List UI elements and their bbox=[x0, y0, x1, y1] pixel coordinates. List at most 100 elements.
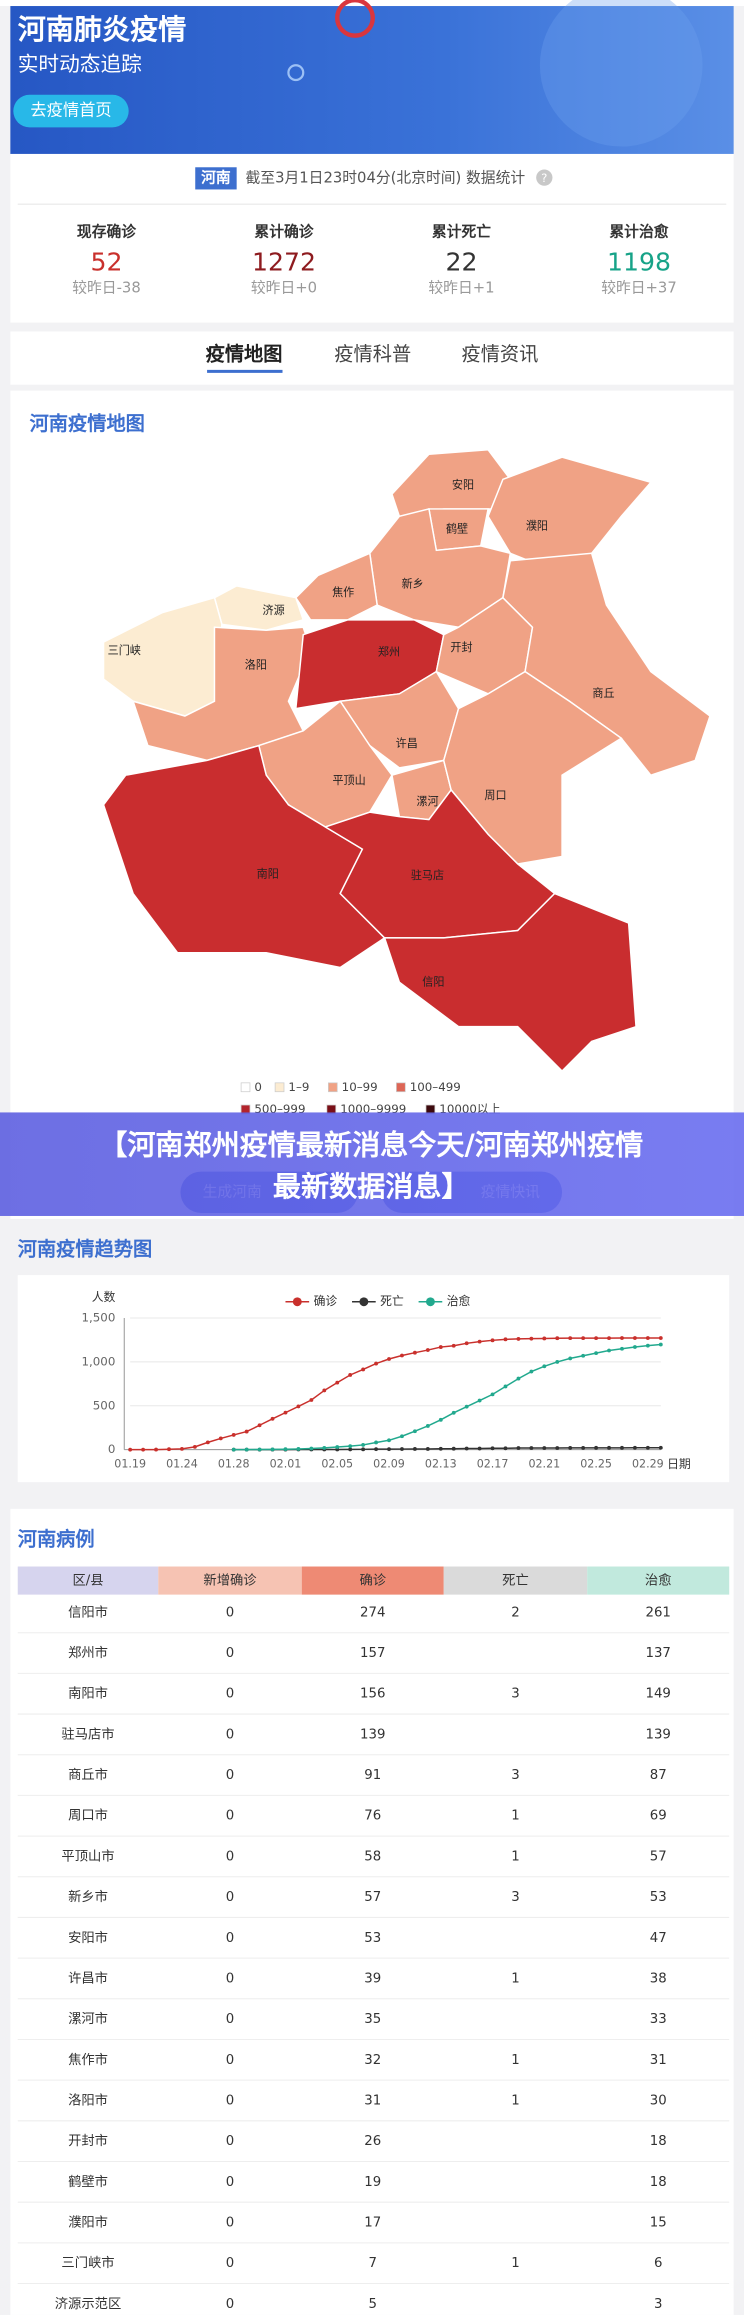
stat-change: 较昨日+0 bbox=[251, 279, 317, 297]
map-region[interactable] bbox=[383, 892, 637, 1073]
x-tick-label: 02.13 bbox=[425, 1457, 457, 1470]
table-cell: 0 bbox=[226, 2053, 234, 2068]
data-point bbox=[464, 1404, 469, 1409]
data-point bbox=[348, 1444, 353, 1449]
map-region-label: 许昌 bbox=[396, 737, 418, 750]
map-region[interactable] bbox=[442, 670, 623, 865]
data-point bbox=[425, 1447, 430, 1451]
map-region-label: 漯河 bbox=[416, 795, 438, 808]
map-region-label: 周口 bbox=[484, 789, 506, 802]
table-card bbox=[10, 1508, 734, 2315]
map-region-label: 新乡 bbox=[402, 576, 424, 590]
data-point bbox=[658, 1342, 663, 1347]
table-cell: 0 bbox=[226, 1890, 234, 1905]
x-tick-label: 01.28 bbox=[218, 1457, 250, 1470]
data-point bbox=[645, 1343, 650, 1348]
table-header-label: 新增确诊 bbox=[203, 1573, 257, 1589]
data-point bbox=[361, 1367, 366, 1372]
data-point bbox=[374, 1440, 378, 1445]
table-cell: 平顶山市 bbox=[61, 1847, 114, 1864]
data-point bbox=[490, 1392, 495, 1397]
y-tick-label: 0 bbox=[108, 1442, 116, 1456]
table-header-cell bbox=[158, 1566, 302, 1595]
tab[interactable]: 疫情地图 bbox=[206, 343, 283, 366]
headline-line: 最新数据消息】 bbox=[273, 1170, 470, 1203]
data-point bbox=[477, 1398, 482, 1403]
data-point bbox=[529, 1369, 534, 1374]
data-point bbox=[425, 1348, 430, 1352]
table-cell: 3 bbox=[654, 2297, 662, 2312]
home-button-label[interactable]: 去疫情首页 bbox=[30, 101, 111, 120]
map-region[interactable] bbox=[323, 788, 556, 939]
stat-label: 累计治愈 bbox=[609, 222, 668, 240]
stat-change: 较昨日+1 bbox=[428, 279, 494, 297]
table-cell: 济源示范区 bbox=[55, 2296, 121, 2312]
data-point bbox=[244, 1429, 249, 1434]
tab[interactable]: 疫情科普 bbox=[334, 343, 411, 366]
x-tick-label: 02.05 bbox=[321, 1457, 353, 1470]
data-point bbox=[438, 1345, 443, 1349]
table-cell: 91 bbox=[364, 1768, 381, 1783]
stat-label: 累计死亡 bbox=[432, 222, 491, 240]
x-tick-label: 02.25 bbox=[580, 1457, 612, 1470]
table-cell: 30 bbox=[650, 2093, 667, 2108]
table-cell: 274 bbox=[360, 1605, 385, 1620]
table-header-label: 死亡 bbox=[502, 1573, 529, 1589]
table-cell: 郑州市 bbox=[68, 1644, 108, 1661]
map-title: 河南疫情地图 bbox=[30, 412, 145, 435]
x-axis-label: 日期 bbox=[667, 1457, 691, 1471]
table-cell: 0 bbox=[226, 2297, 234, 2312]
trend-title: 河南疫情趋势图 bbox=[18, 1237, 153, 1260]
data-point bbox=[516, 1446, 521, 1450]
data-point bbox=[283, 1447, 288, 1452]
tab[interactable]: 疫情资讯 bbox=[462, 343, 539, 366]
home-button[interactable] bbox=[13, 94, 129, 128]
data-point bbox=[658, 1336, 663, 1340]
x-tick-label: 02.09 bbox=[373, 1457, 405, 1470]
help-icon-label[interactable]: ? bbox=[541, 171, 547, 185]
table-cell: 47 bbox=[650, 1931, 667, 1946]
data-point bbox=[348, 1447, 353, 1452]
table-cell: 0 bbox=[226, 1809, 234, 1824]
map-region-label: 商丘 bbox=[592, 686, 614, 700]
data-point bbox=[257, 1423, 262, 1428]
data-point bbox=[309, 1446, 314, 1451]
legend-label: 100–499 bbox=[410, 1080, 461, 1094]
data-point bbox=[400, 1447, 404, 1451]
data-point bbox=[192, 1444, 197, 1449]
data-point bbox=[244, 1447, 249, 1452]
map-region[interactable] bbox=[294, 552, 378, 621]
map-region[interactable] bbox=[502, 552, 711, 777]
map-region[interactable] bbox=[369, 508, 512, 629]
data-point bbox=[387, 1357, 391, 1361]
series-line bbox=[233, 1343, 661, 1451]
data-point bbox=[231, 1433, 236, 1437]
stat-label: 累计确诊 bbox=[254, 222, 314, 240]
data-point bbox=[387, 1447, 391, 1452]
data-point bbox=[594, 1445, 599, 1450]
table-cell: 1 bbox=[511, 2053, 519, 2068]
update-time: 截至3月1日23时04分(北京时间) 数据统计 bbox=[246, 169, 526, 186]
table-cell: 39 bbox=[364, 1971, 381, 1986]
stat-value: 1198 bbox=[607, 247, 671, 276]
series-line bbox=[233, 1446, 661, 1451]
data-point bbox=[555, 1359, 560, 1364]
table-cell: 洛阳市 bbox=[68, 2091, 108, 2108]
data-point bbox=[361, 1443, 366, 1447]
data-point bbox=[361, 1447, 366, 1452]
table-cell: 漯河市 bbox=[68, 2010, 108, 2027]
data-point bbox=[620, 1445, 624, 1450]
table-header-cell bbox=[587, 1566, 730, 1595]
legend-swatch bbox=[274, 1082, 285, 1093]
data-point bbox=[632, 1336, 637, 1340]
y-tick-label: 1,000 bbox=[81, 1354, 115, 1368]
table-cell: 139 bbox=[360, 1727, 385, 1742]
y-axis-label: 人数 bbox=[92, 1290, 116, 1304]
help-icon[interactable] bbox=[536, 169, 553, 186]
banner-decoration bbox=[539, 0, 703, 147]
table-cell: 0 bbox=[226, 2256, 234, 2271]
stat-value: 22 bbox=[445, 247, 477, 276]
table-cell: 南阳市 bbox=[68, 1685, 108, 1702]
data-point bbox=[607, 1348, 611, 1353]
legend-label: 治愈 bbox=[447, 1294, 471, 1308]
